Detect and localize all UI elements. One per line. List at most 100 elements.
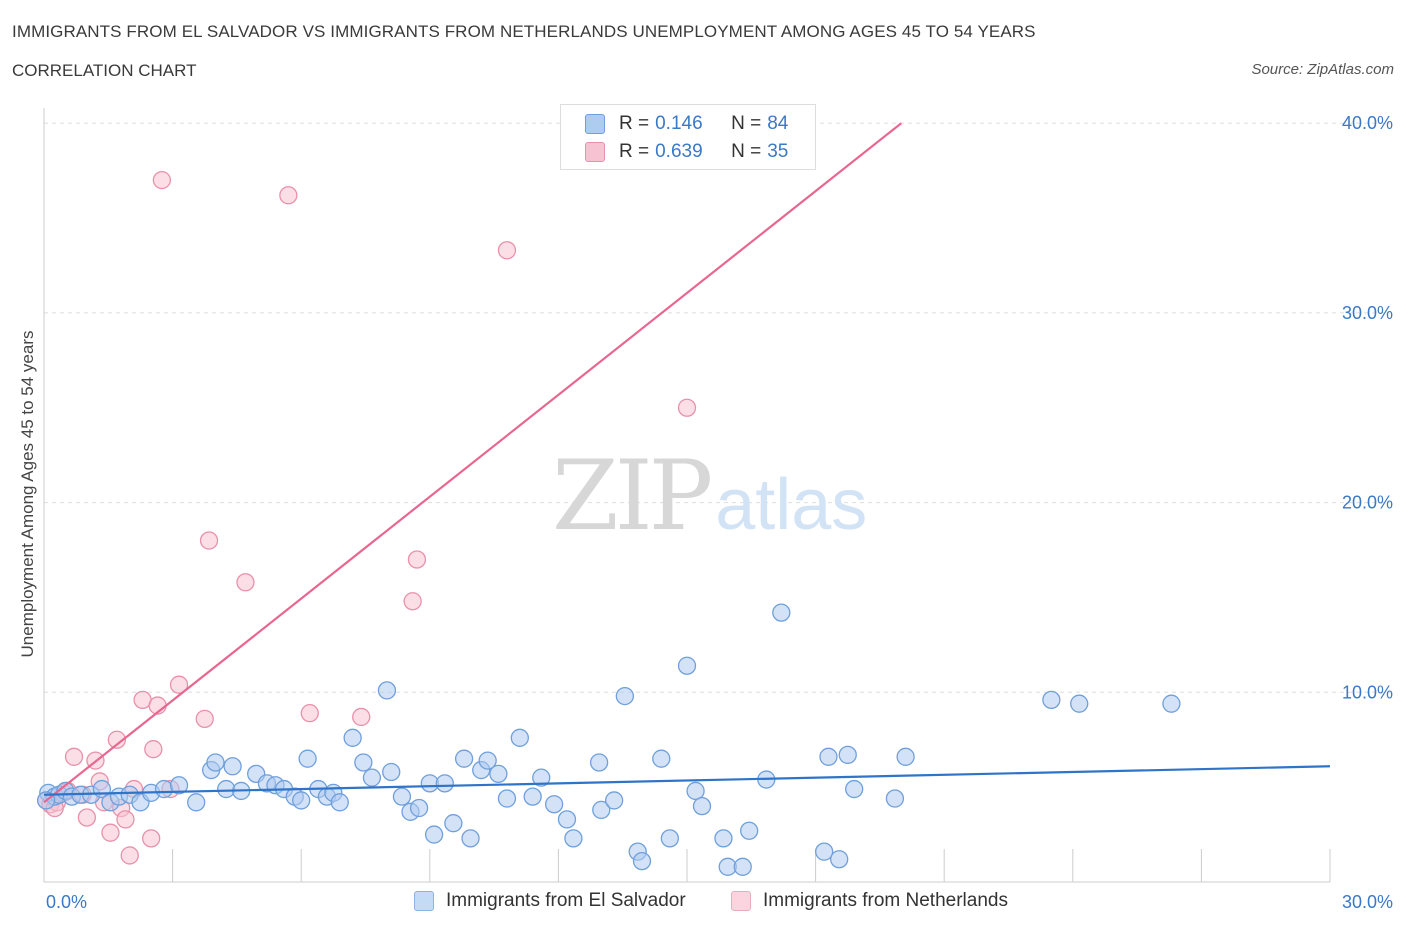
el-salvador-point xyxy=(604,791,624,810)
el-salvador-point xyxy=(206,753,225,772)
netherlands-point xyxy=(116,810,135,829)
netherlands-point xyxy=(144,740,163,759)
n-value: 35 xyxy=(767,141,789,162)
y-tick-label: 20.0% xyxy=(1342,493,1393,513)
el-salvador-point xyxy=(489,764,508,784)
el-salvador-point xyxy=(838,745,857,765)
el-salvador-point xyxy=(409,798,429,818)
el-salvador-point xyxy=(896,747,915,766)
netherlands-point xyxy=(236,573,255,592)
el-salvador-point xyxy=(564,829,583,848)
el-salvador-point xyxy=(615,686,634,706)
el-salvador-point xyxy=(557,810,577,829)
el-salvador-point xyxy=(354,753,373,772)
netherlands-point xyxy=(152,170,172,190)
blue-swatch xyxy=(585,114,605,134)
el-salvador-point xyxy=(424,825,444,844)
legend-row-el-salvador: R = 0.146 N = 84 xyxy=(585,111,788,137)
tick-labels: 10.0% 20.0% 30.0% 40.0% 0.0% 30.0% Unemploymen… xyxy=(18,113,1393,912)
el-salvador-point xyxy=(733,857,752,876)
n-label: N = xyxy=(731,141,762,162)
el-salvador-point xyxy=(819,747,838,766)
el-salvador-point xyxy=(677,656,697,675)
el-salvador-point xyxy=(461,829,480,848)
series-legend: Immigrants from El Salvador Immigrants f… xyxy=(0,890,1406,914)
el-salvador-point xyxy=(1162,694,1181,713)
el-salvador-point xyxy=(478,751,497,770)
netherlands-point xyxy=(120,846,139,865)
netherlands-trend-line xyxy=(43,122,903,804)
netherlands-point xyxy=(300,704,319,723)
gridlines xyxy=(44,122,1390,693)
netherlands-point xyxy=(497,241,517,260)
el-salvador-point xyxy=(454,749,474,768)
el-salvador-point xyxy=(362,768,382,787)
el-salvador-trend-line xyxy=(43,765,1331,796)
chart-subtitle: CORRELATION CHART xyxy=(12,61,197,80)
n-value: 84 xyxy=(767,113,789,134)
el-salvador-point xyxy=(330,793,349,812)
el-salvador-point xyxy=(343,728,362,747)
blue-swatch xyxy=(414,891,434,911)
r-label: R = xyxy=(619,141,650,162)
el-salvador-point xyxy=(377,681,397,700)
el-salvador-point xyxy=(1042,690,1061,710)
r-value: 0.639 xyxy=(655,141,703,162)
el-salvador-point xyxy=(592,800,611,820)
el-salvador-point xyxy=(652,749,671,768)
el-salvador-point xyxy=(686,781,705,801)
el-salvador-point xyxy=(382,762,401,782)
el-salvador-point xyxy=(292,791,311,810)
el-salvador-point xyxy=(217,779,236,799)
axes xyxy=(43,108,1331,883)
netherlands-point xyxy=(64,747,84,766)
el-salvador-point xyxy=(830,850,849,869)
legend-label-netherlands: Immigrants from Netherlands xyxy=(763,890,1008,911)
el-salvador-point xyxy=(692,796,712,816)
x-tick-label: 0.0% xyxy=(46,892,87,912)
el-salvador-point xyxy=(740,821,759,840)
netherlands-point xyxy=(195,709,214,729)
el-salvador-point xyxy=(169,776,189,795)
el-salvador-point xyxy=(497,789,517,808)
el-salvador-point xyxy=(154,779,174,799)
netherlands-point xyxy=(279,186,298,205)
el-salvador-point xyxy=(523,787,542,806)
el-salvador-point xyxy=(845,779,864,799)
chart-title: IMMIGRANTS FROM EL SALVADOR VS IMMIGRANT… xyxy=(12,22,1036,41)
pink-swatch xyxy=(585,142,605,162)
el-salvador-point xyxy=(1070,694,1089,713)
el-salvador-point xyxy=(435,774,454,793)
el-salvador-point xyxy=(298,749,317,768)
r-value: 0.146 xyxy=(655,113,703,134)
el-salvador-point xyxy=(223,757,242,776)
netherlands-point xyxy=(407,550,427,569)
correlation-legend: R = 0.146 N = 84 R = 0.639 N = 35 xyxy=(560,104,816,170)
netherlands-point xyxy=(77,808,97,827)
el-salvador-point xyxy=(589,753,609,772)
y-axis-title: Unemployment Among Ages 45 to 54 years xyxy=(18,331,37,658)
legend-label-el-salvador: Immigrants from El Salvador xyxy=(446,890,686,911)
netherlands-point xyxy=(352,707,371,727)
el-salvador-points xyxy=(36,603,1181,876)
netherlands-point xyxy=(199,531,219,550)
el-salvador-point xyxy=(510,728,529,747)
netherlands-point xyxy=(677,398,697,417)
zipatlas-watermark: ZIPatlas xyxy=(552,440,868,552)
x-tick-label: 30.0% xyxy=(1342,892,1393,912)
netherlands-point xyxy=(107,730,127,749)
el-salvador-point xyxy=(392,787,412,806)
el-salvador-point xyxy=(772,603,791,622)
el-salvador-point xyxy=(544,795,564,814)
netherlands-point xyxy=(101,823,120,842)
el-salvador-point xyxy=(660,829,680,848)
netherlands-point xyxy=(403,592,422,611)
legend-row-netherlands: R = 0.639 N = 35 xyxy=(585,139,788,165)
el-salvador-point xyxy=(532,768,551,787)
n-label: N = xyxy=(731,113,762,134)
y-tick-label: 40.0% xyxy=(1342,113,1393,133)
el-salvador-point xyxy=(187,793,206,812)
el-salvador-point xyxy=(714,829,733,848)
trend-lines xyxy=(43,122,1331,804)
